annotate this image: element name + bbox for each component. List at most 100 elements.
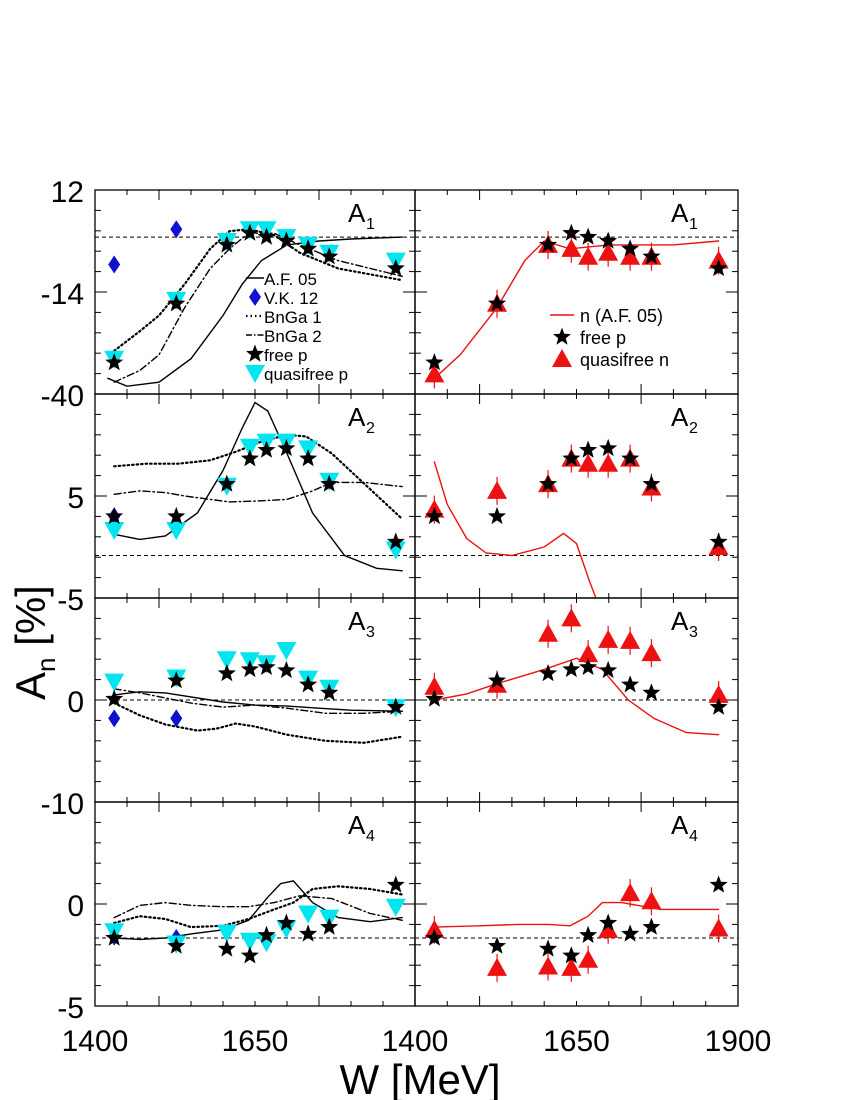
curves <box>433 240 720 379</box>
free-p-point <box>320 474 339 492</box>
data-points <box>424 438 729 561</box>
data-points <box>104 220 406 371</box>
bnga2-curve <box>113 895 403 921</box>
panel-label: A <box>348 198 366 228</box>
free-p-point <box>277 913 296 931</box>
free-p-point <box>539 664 558 682</box>
quasifree-p-point <box>239 438 260 457</box>
free-p-point <box>299 924 318 942</box>
free-p-point <box>167 936 186 954</box>
panel-label: A <box>348 810 366 840</box>
free-p-point <box>579 440 598 458</box>
panel-label-sub: 1 <box>366 216 375 233</box>
quasifree-n-point <box>641 643 662 662</box>
free-p-point <box>240 946 259 964</box>
quasifree-p-point <box>216 924 237 943</box>
quasifree-n-point <box>561 238 582 257</box>
free-p-point <box>257 925 276 943</box>
legend-entry-label: free p <box>264 346 307 365</box>
curves <box>107 228 404 387</box>
data-points <box>424 875 729 982</box>
quasifree-n-point <box>598 242 619 261</box>
quasifree-n-point <box>620 883 641 902</box>
quasifree-n-point <box>620 246 641 265</box>
af05-curve <box>107 236 403 387</box>
free-p-point <box>599 913 618 931</box>
free-p-point <box>709 875 728 893</box>
free-p-point <box>621 675 640 693</box>
x-tick-label: 1400 <box>382 1025 449 1058</box>
free-p-point <box>299 449 318 467</box>
bnga1-curve <box>113 702 404 744</box>
free-p-point <box>320 917 339 935</box>
af05-n-curve <box>433 461 597 598</box>
free-p-point <box>217 939 236 957</box>
curves <box>433 461 597 598</box>
free-p-point <box>599 231 618 249</box>
free-p-point <box>425 506 444 525</box>
quasifree-n-point <box>578 949 599 968</box>
free-p-point <box>105 353 124 371</box>
quasifree-p-point <box>216 651 237 670</box>
x-tick-label: 1400 <box>62 1025 129 1058</box>
free-p-point <box>562 946 581 964</box>
free-p-point <box>599 660 618 679</box>
panel-label-sub: 1 <box>689 216 698 233</box>
curves <box>433 901 720 928</box>
free-p-point <box>642 917 661 935</box>
af05-curve <box>113 880 403 941</box>
quasifree-n-point <box>708 684 729 703</box>
free-p-point <box>621 449 640 467</box>
free-p-point <box>579 227 598 245</box>
quasifree-n-point <box>561 957 582 976</box>
legend-marker-sample <box>245 365 265 383</box>
y-tick-label: 0 <box>67 686 84 719</box>
legend-entry-label: BnGa 1 <box>264 308 322 327</box>
svg-text:An [%]: An [%] <box>7 585 61 700</box>
curves <box>113 880 404 941</box>
y-tick-label: 0 <box>67 890 84 923</box>
free-p-point <box>257 440 276 458</box>
free-p-point <box>425 689 444 707</box>
quasifree-p-point <box>239 932 260 951</box>
quasifree-n-point <box>578 246 599 265</box>
quasifree-p-point <box>276 642 297 661</box>
free-p-point <box>488 936 507 954</box>
free-p-point <box>386 259 405 277</box>
y-tick-label: -5 <box>57 992 84 1025</box>
y-tick-label: -10 <box>41 788 84 821</box>
data-points <box>104 433 406 560</box>
quasifree-n-point <box>641 891 662 910</box>
free-p-point <box>217 664 236 682</box>
quasifree-n-point <box>424 676 445 695</box>
free-p-point <box>240 223 259 241</box>
quasifree-n-point <box>620 630 641 649</box>
legend-entry-label: V.K. 12 <box>264 289 318 308</box>
free-p-point <box>167 506 186 525</box>
x-tick-label: 1900 <box>705 1025 772 1058</box>
free-p-point <box>425 928 444 946</box>
y-tick-label: 12 <box>51 176 84 209</box>
af05-n-curve <box>433 240 720 379</box>
data-points <box>104 642 406 728</box>
vk12-point <box>170 220 183 239</box>
quasifree-n-point <box>598 453 619 472</box>
y-axis-title: An [%] <box>7 585 61 700</box>
af05-curve <box>113 401 403 572</box>
legend-marker-sample <box>246 344 264 362</box>
free-p-point <box>320 247 339 265</box>
free-p-point <box>562 659 581 678</box>
legend-entry-label: free p <box>580 328 626 348</box>
free-p-point <box>277 231 296 249</box>
panel-label-sub: 2 <box>689 420 698 437</box>
legend-marker-sample <box>552 349 572 367</box>
curves <box>433 657 720 736</box>
legend-marker-sample <box>249 288 261 306</box>
free-p-point <box>488 671 507 689</box>
axis-ticks <box>414 598 739 802</box>
legend-marker-sample <box>553 327 571 345</box>
free-p-point <box>539 235 558 253</box>
